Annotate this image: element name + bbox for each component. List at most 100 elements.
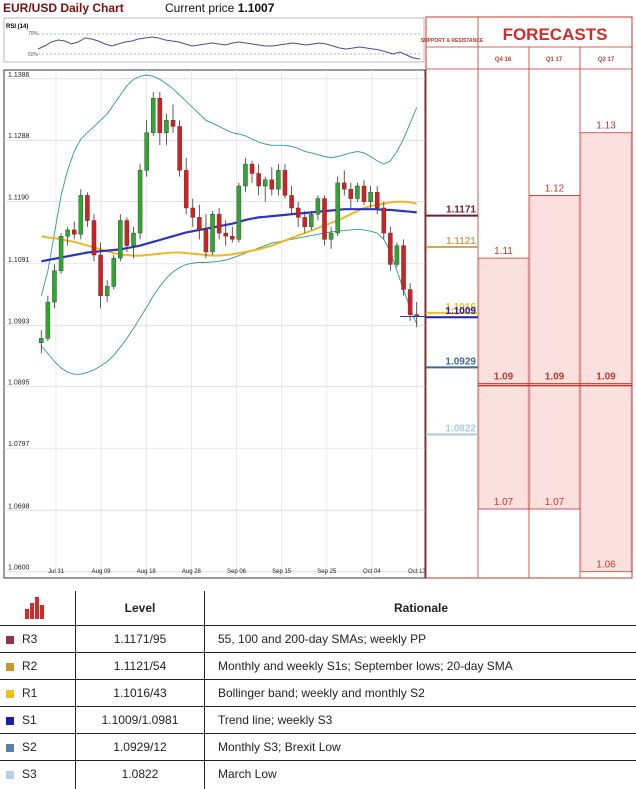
candle-body: [236, 185, 242, 240]
rationale-header: Rationale: [393, 601, 448, 615]
candles: [39, 91, 419, 354]
forecast-value: 1.12: [545, 183, 565, 194]
y-tick-label: 1.1288: [8, 133, 30, 140]
chart-header: EUR/USD Daily Chart Current price 1.1007: [0, 0, 426, 17]
sr-level-label: 1.0822: [445, 423, 476, 434]
level-value: 1.1121/54: [113, 659, 167, 673]
x-tick-label: Aug 18: [137, 569, 157, 575]
forecast-value: 1.09: [494, 372, 514, 383]
level-code: S3: [22, 767, 37, 781]
candle-body: [276, 170, 281, 190]
rsi-line: [37, 36, 421, 60]
level-color-swatch: [6, 690, 14, 698]
levels-table: Level Rationale R3 1.1171/95 55, 100 and 2…: [0, 591, 636, 789]
candle-body: [348, 188, 354, 199]
candle-body: [210, 214, 215, 253]
table-row: R3 1.1171/95 55, 100 and 200-day SMAs; wee…: [0, 625, 636, 653]
level-value: 1.1171/95: [113, 632, 167, 646]
candle-body: [335, 182, 340, 234]
rsi-panel: RSI (14) 70% 50%: [3, 17, 425, 63]
level-rationale: March Low: [218, 767, 277, 781]
level-color-swatch: [6, 663, 14, 671]
candle-body: [355, 185, 360, 199]
candle-body: [381, 207, 387, 234]
level-code: S2: [22, 740, 37, 754]
candle-body: [216, 214, 222, 234]
candle-body: [131, 232, 136, 246]
candle-body: [394, 245, 400, 265]
level-value: 1.1016/43: [113, 686, 167, 700]
forecast-value: 1.06: [596, 560, 616, 571]
y-tick-label: 1.1190: [8, 195, 29, 202]
candle-body: [65, 229, 70, 237]
level-code: R3: [22, 632, 38, 646]
candle-body: [71, 229, 77, 235]
candle-body: [322, 198, 327, 240]
candle-body: [98, 254, 103, 296]
candle-body: [151, 98, 156, 133]
level-color-swatch: [6, 636, 14, 644]
candle-body: [243, 163, 248, 187]
x-tick-label: Sep 06: [227, 569, 247, 575]
candle-body: [85, 195, 90, 221]
forecast-value: 1.07: [545, 497, 565, 508]
x-tick-label: Jul 31: [48, 569, 65, 575]
candle-body: [203, 229, 209, 253]
forecast-value: 1.13: [596, 121, 616, 132]
sr-level-label: 1.1009: [445, 306, 476, 317]
y-tick-label: 1.0993: [8, 318, 30, 325]
sr-level-label: 1.0929: [445, 356, 476, 367]
support-resistance-label: SUPPORT & RESISTANCE: [421, 38, 484, 44]
candle-body: [269, 179, 275, 190]
level-color-swatch: [6, 744, 14, 752]
candle-body: [118, 220, 123, 259]
level-value: 1.0822: [121, 767, 159, 781]
forecast-value: 1.09: [545, 372, 565, 383]
bollinger-lower-band: [40, 228, 418, 375]
forecast-panel: FORECASTS SUPPORT & RESISTANCE Q4 16 Q1 …: [421, 16, 633, 579]
candle-body: [289, 195, 294, 209]
y-tick-label: 1.1091: [8, 257, 30, 264]
table-header-row: Level Rationale: [0, 591, 636, 625]
candle-body: [374, 192, 380, 209]
current-price-value: 1.1007: [237, 1, 275, 15]
candle-body: [256, 173, 261, 187]
x-tick-label: Oct 04: [363, 569, 381, 575]
table-row: R1 1.1016/43 Bollinger band; weekly and mo…: [0, 679, 636, 707]
x-tick-label: Aug 09: [92, 569, 112, 575]
forecast-value: 1.09: [596, 372, 616, 383]
sr-level-label: 1.1016: [445, 302, 476, 313]
candle-body: [407, 289, 413, 315]
candle-body: [124, 220, 130, 246]
candle-body: [295, 207, 301, 218]
candle-body: [58, 235, 64, 271]
forecast-range: [580, 132, 632, 573]
forecast-col-q2-17: Q2 17: [598, 57, 615, 63]
y-tick-labels: 1.1386 1.1288 1.1190 1.1091 1.0993 1.0895 1.07…: [8, 72, 30, 572]
sr-level-label: 1.1121: [446, 236, 476, 247]
level-code: R1: [22, 686, 38, 700]
rsi-label: RSI (14): [6, 24, 28, 30]
current-price-label: Current price: [165, 1, 235, 15]
y-tick-label: 1.0797: [8, 441, 30, 448]
candle-body: [78, 195, 84, 235]
candle-body: [111, 257, 116, 287]
table-row: S3 1.0822 March Low: [0, 760, 636, 788]
candle-body: [157, 98, 163, 133]
candle-body: [144, 132, 149, 171]
bollinger-upper-band: [40, 74, 418, 296]
x-tick-label: Sep 15: [272, 569, 292, 575]
forecast-col-q1-17: Q1 17: [546, 57, 563, 63]
candle-body: [223, 232, 228, 237]
candle-body: [401, 245, 406, 290]
rsi-level-70: 70%: [28, 31, 39, 37]
x-tick-label: Oct 13: [408, 569, 426, 575]
candle-body: [315, 198, 321, 215]
x-tick-label: Sep 25: [317, 569, 337, 575]
level-value: 1.0929/12: [113, 740, 167, 754]
forecast-value: 1.07: [494, 497, 514, 508]
bar-chart-icon: [24, 597, 48, 624]
candle-body: [282, 170, 288, 196]
x-tick-labels: Jul 31 Aug 09 Aug 18 Aug 28 Sep 06 Sep 15 Sep …: [48, 569, 427, 575]
